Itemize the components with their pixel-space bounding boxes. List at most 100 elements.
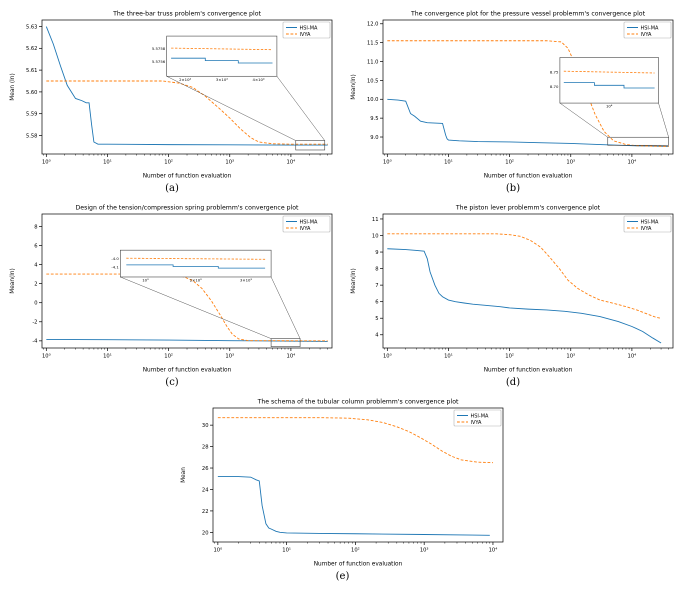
axes-box <box>382 213 674 349</box>
inset-series-HSI-MA <box>126 264 266 269</box>
y-tick-label: 5.60 <box>26 90 38 96</box>
inset-source-box <box>607 136 669 146</box>
x-tick-label: 10³ <box>566 354 575 360</box>
inset-connector <box>270 276 301 339</box>
x-tick-label: 10² <box>164 354 173 360</box>
chart-c: 10⁰ 10¹ 10² 10³ 10⁴ -4 -2 0 2 4 6 8 Design of the te… <box>4 200 340 376</box>
y-tick-label: 6 <box>375 300 378 306</box>
inset-x-tick-label: 10⁴ <box>606 104 613 109</box>
x-tick-label: 10⁴ <box>628 354 637 360</box>
legend-label-HSI-MA: HSI-MA <box>470 413 489 419</box>
x-tick-label: 10¹ <box>444 354 453 360</box>
x-tick-label: 10⁰ <box>42 354 51 360</box>
series-HSI-MA <box>217 476 490 536</box>
x-axis-label: Number of function evaluation <box>143 368 232 374</box>
subplot-d-caption: (d) <box>505 377 521 388</box>
x-tick-label: 10¹ <box>103 354 112 360</box>
inset-x-tick-label: 2×10⁴ <box>179 77 191 82</box>
inset-series-HSI-MA <box>171 57 273 64</box>
y-tick-label: 5.63 <box>26 24 38 30</box>
y-tick-label: 10.0 <box>367 97 379 103</box>
y-tick-label: 20 <box>201 530 208 536</box>
inset-y-tick-label: -4.0 <box>111 256 119 261</box>
subplot-c-caption: (c) <box>165 377 179 388</box>
legend-box <box>282 215 331 233</box>
figure: 10⁰ 10¹ 10² 10³ 10⁴ 5.58 5.59 5.60 5.61 5.62 5.63 T… <box>4 6 681 584</box>
chart-e: 10⁰ 10¹ 10² 10³ 10⁴ 20 22 24 26 28 30 The schema of… <box>175 394 511 570</box>
inset-connector <box>276 76 325 141</box>
chart-title: The three-bar truss problem's convergenc… <box>112 11 261 18</box>
x-tick-label: 10⁰ <box>213 548 222 554</box>
axes-box <box>41 213 333 349</box>
x-tick-label: 10² <box>164 160 173 166</box>
chart-canvas: 10⁰ 10¹ 10² 10³ 10⁴ -4 -2 0 2 4 6 8 Design of the te… <box>10 205 333 374</box>
x-tick-label: 10⁰ <box>383 160 392 166</box>
chart-title: The convergence plot for the pressure ve… <box>410 11 646 18</box>
y-tick-label: 5.58 <box>26 133 38 139</box>
axes-box <box>212 407 503 543</box>
x-tick-label: 10⁰ <box>42 160 51 166</box>
inset-y-tick-label: 8.75 <box>550 69 559 74</box>
inset-series-IVYA <box>563 70 655 74</box>
x-tick-label: 10³ <box>566 160 575 166</box>
y-tick-label: 5.61 <box>26 68 38 74</box>
y-tick-label: 4 <box>375 333 379 339</box>
x-tick-label: 10³ <box>225 160 234 166</box>
legend-label-IVYA: IVYA <box>470 420 482 426</box>
inset-connector <box>120 276 272 339</box>
figure-row-2: 10⁰ 10¹ 10² 10³ 10⁴ -4 -2 0 2 4 6 8 Design of the te… <box>4 200 681 390</box>
chart-canvas: 10⁰ 10¹ 10² 10³ 10⁴ 20 22 24 26 28 30 The schema of… <box>181 399 503 568</box>
figure-row-1: 10⁰ 10¹ 10² 10³ 10⁴ 5.58 5.59 5.60 5.61 5.62 5.63 T… <box>4 6 681 196</box>
y-tick-label: -4 <box>32 339 38 345</box>
x-axis-label: Number of function evaluation <box>143 174 232 180</box>
chart-canvas: 10⁰ 10¹ 10² 10³ 10⁴ 5.58 5.59 5.60 5.61 5.62 5.63 T… <box>10 11 333 180</box>
x-tick-label: 10² <box>351 548 360 554</box>
inset-source-box <box>295 140 326 151</box>
y-tick-label: 9.5 <box>370 116 378 122</box>
x-axis-label: Number of function evaluation <box>484 174 573 180</box>
subplot-b-caption: (b) <box>505 183 521 194</box>
y-tick-label: 8 <box>34 224 37 230</box>
inset-box <box>559 57 659 104</box>
inset-x-tick-label: 4×10⁴ <box>253 77 265 82</box>
y-axis-label: Mean (ln) <box>10 73 16 100</box>
legend-label-HSI-MA: HSI-MA <box>641 219 660 225</box>
series-HSI-MA <box>387 248 662 344</box>
y-tick-label: 28 <box>201 444 208 450</box>
x-axis-label: Number of function evaluation <box>313 562 402 568</box>
x-tick-label: 10³ <box>225 354 234 360</box>
inset-x-tick-label: 3×10⁴ <box>216 77 228 82</box>
y-axis-label: Mean <box>181 467 187 483</box>
subplot-a-caption: (a) <box>165 183 179 194</box>
y-tick-label: 9 <box>375 250 378 256</box>
inset-box <box>120 249 272 278</box>
figure-row-3: 10⁰ 10¹ 10² 10³ 10⁴ 20 22 24 26 28 30 The schema of… <box>4 394 681 584</box>
inset-y-tick-label: -4.1 <box>111 265 119 270</box>
y-axis-label: Mean(ln) <box>351 74 357 100</box>
inset-y-tick-label: 5.5758 <box>152 46 166 51</box>
x-tick-label: 10⁴ <box>488 548 497 554</box>
y-tick-label: 5 <box>375 316 378 322</box>
x-tick-label: 10⁰ <box>383 354 392 360</box>
chart-title: The schema of the tubular column problem… <box>256 399 458 406</box>
series-IVYA <box>46 80 328 145</box>
subplot-e-caption: (e) <box>335 571 350 582</box>
y-tick-label: 11.0 <box>367 59 379 65</box>
y-axis-label: Mean(ln) <box>351 268 357 294</box>
y-tick-label: 26 <box>201 466 208 472</box>
chart-title: The piston lever problemm's convergence … <box>455 205 601 212</box>
legend-label-HSI-MA: HSI-MA <box>300 219 319 225</box>
x-tick-label: 10⁴ <box>287 354 296 360</box>
x-tick-label: 10³ <box>419 548 428 554</box>
inset-source-box <box>270 338 301 347</box>
y-tick-label: 10 <box>372 233 379 239</box>
y-tick-label: 5.62 <box>26 46 38 52</box>
y-tick-label: 4 <box>34 262 38 268</box>
legend-box <box>453 409 501 427</box>
y-tick-label: 10.5 <box>367 78 379 84</box>
inset-y-tick-label: 8.70 <box>550 84 559 89</box>
